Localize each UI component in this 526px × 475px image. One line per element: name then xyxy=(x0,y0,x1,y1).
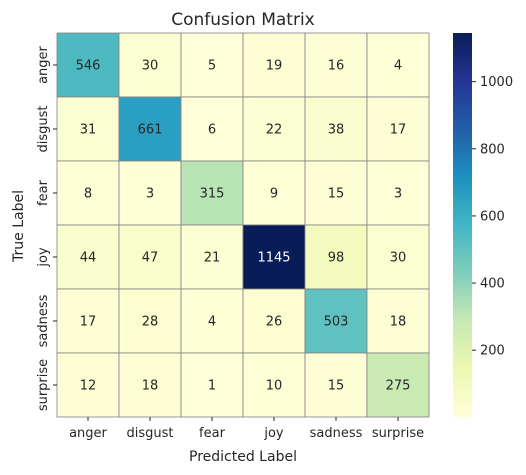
cell-value-label: 28 xyxy=(142,315,159,330)
cell-value-label: 8 xyxy=(84,187,92,202)
cell-value-label: 3 xyxy=(146,187,154,202)
heatmap-cell xyxy=(56,224,120,290)
y-tick-label: disgust xyxy=(36,106,51,153)
cell-value-label: 1145 xyxy=(257,251,290,266)
y-tick-labels: anger disgust fear joy sadness surprise xyxy=(36,45,57,411)
heatmap-cells xyxy=(56,32,430,418)
heatmap-cell xyxy=(56,32,120,98)
cell-value-label: 18 xyxy=(142,379,159,394)
y-tick-label: sadness xyxy=(36,294,51,347)
chart-title: Confusion Matrix xyxy=(171,10,315,30)
cell-value-label: 98 xyxy=(328,251,345,266)
x-tick-label: anger xyxy=(69,426,107,441)
cell-value-label: 3 xyxy=(394,187,402,202)
cell-value-label: 661 xyxy=(138,123,163,138)
colorbar-tick-label: 600 xyxy=(480,209,505,224)
cell-value-label: 1 xyxy=(208,379,216,394)
y-tick-label: anger xyxy=(36,45,51,83)
heatmap-cell xyxy=(56,288,120,354)
heatmap-cell xyxy=(56,352,120,418)
heatmap-cell xyxy=(304,288,368,354)
heatmap-cell xyxy=(366,224,430,290)
colorbar-tick-label: 800 xyxy=(480,142,505,157)
cell-value-label: 17 xyxy=(80,315,97,330)
cell-value-label: 16 xyxy=(328,59,345,74)
x-tick-label: sadness xyxy=(310,426,363,441)
heatmap-cell xyxy=(366,160,430,226)
cell-value-label: 30 xyxy=(390,251,407,266)
cell-value-label: 4 xyxy=(208,315,216,330)
cell-value-label: 26 xyxy=(266,315,283,330)
cell-value-label: 44 xyxy=(80,251,97,266)
cell-value-label: 15 xyxy=(328,187,345,202)
cell-value-label: 17 xyxy=(390,123,407,138)
heatmap-cell xyxy=(118,160,182,226)
heatmap-cell xyxy=(118,32,182,98)
heatmap-cell xyxy=(56,160,120,226)
cell-value-label: 4 xyxy=(394,59,402,74)
y-axis-label: True Label xyxy=(11,190,27,263)
heatmap-cell xyxy=(304,32,368,98)
cell-annotations: 546 30 5 19 16 431 661 6 22 38 178 3 315 9 15 344 47 21 11… xyxy=(76,59,411,394)
heatmap-cell xyxy=(118,224,182,290)
colorbar-tick-label: 400 xyxy=(480,277,505,292)
heatmap-cell xyxy=(242,96,306,162)
heatmap-cell xyxy=(366,352,430,418)
heatmap-cell xyxy=(366,96,430,162)
heatmap-cell xyxy=(304,160,368,226)
x-tick-labels: anger disgust fear joy sadness surprise xyxy=(69,417,424,441)
y-tick-label: joy xyxy=(36,247,51,268)
cell-value-label: 22 xyxy=(266,123,283,138)
heatmap-cell xyxy=(304,352,368,418)
x-axis-label: Predicted Label xyxy=(189,449,297,465)
heatmap-cell xyxy=(304,224,368,290)
x-tick-label: joy xyxy=(263,426,284,441)
colorbar-ticks: 200 400 600 800 1000 xyxy=(472,75,513,359)
x-tick-label: fear xyxy=(199,426,226,441)
cell-value-label: 21 xyxy=(204,251,221,266)
x-tick-label: disgust xyxy=(127,426,174,441)
cell-value-label: 30 xyxy=(142,59,159,74)
cell-value-label: 19 xyxy=(266,59,283,74)
cell-value-label: 275 xyxy=(386,379,411,394)
cell-value-label: 31 xyxy=(80,123,97,138)
heatmap-cell xyxy=(366,32,430,98)
colorbar xyxy=(453,33,472,417)
cell-value-label: 38 xyxy=(328,123,345,138)
cell-value-label: 12 xyxy=(80,379,97,394)
x-tick-label: surprise xyxy=(372,426,424,441)
heatmap-cell xyxy=(180,32,244,98)
heatmap-cell xyxy=(180,288,244,354)
cell-value-label: 18 xyxy=(390,315,407,330)
cell-value-label: 546 xyxy=(76,59,101,74)
cell-value-label: 6 xyxy=(208,123,216,138)
cell-value-label: 10 xyxy=(266,379,283,394)
heatmap-cell xyxy=(180,224,244,290)
cell-value-label: 15 xyxy=(328,379,345,394)
heatmap-cell xyxy=(118,96,182,162)
heatmap-cell xyxy=(366,288,430,354)
heatmap-cell xyxy=(242,32,306,98)
cell-value-label: 5 xyxy=(208,59,216,74)
cell-value-label: 315 xyxy=(200,187,225,202)
y-tick-label: surprise xyxy=(36,359,51,411)
heatmap-cell xyxy=(242,288,306,354)
cell-value-label: 9 xyxy=(270,187,278,202)
colorbar-tick-label: 1000 xyxy=(480,75,513,90)
heatmap-cell xyxy=(242,160,306,226)
heatmap-cell xyxy=(242,224,306,290)
cell-value-label: 47 xyxy=(142,251,159,266)
colorbar-tick-label: 200 xyxy=(480,344,505,359)
cell-value-label: 503 xyxy=(324,315,349,330)
y-tick-label: fear xyxy=(36,179,51,206)
